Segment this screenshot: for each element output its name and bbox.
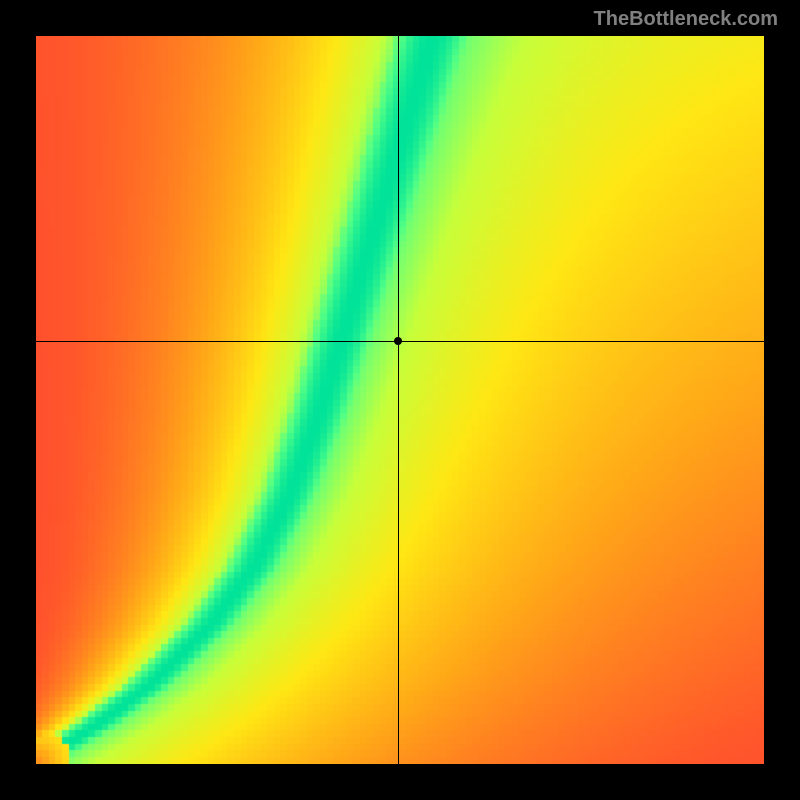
heatmap-canvas (36, 36, 764, 764)
crosshair-dot (394, 337, 402, 345)
plot-area (36, 36, 764, 764)
crosshair-vertical (398, 36, 399, 764)
watermark-text: TheBottleneck.com (594, 8, 778, 31)
